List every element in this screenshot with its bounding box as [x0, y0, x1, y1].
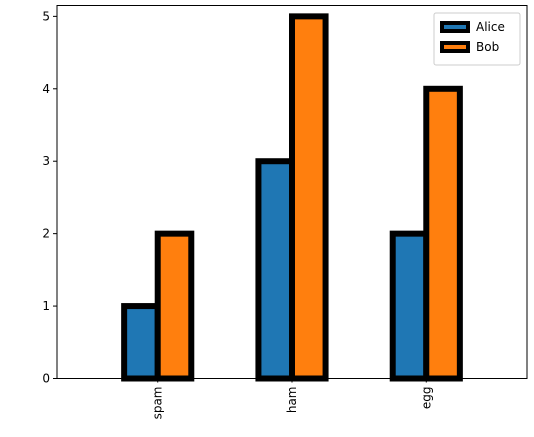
- bar-alice-spam: [121, 303, 161, 382]
- y-tick-label: 1: [42, 299, 50, 313]
- bars-layer: [121, 13, 463, 382]
- bar-alice-egg: [389, 230, 430, 382]
- legend-label-alice: Alice: [476, 20, 505, 34]
- y-tick-label: 2: [42, 227, 50, 241]
- x-tick-label-egg: egg: [419, 387, 433, 410]
- x-axis: spam ham egg: [151, 378, 433, 420]
- x-tick-label-ham: ham: [285, 387, 299, 414]
- bar-bob-ham: [289, 13, 329, 382]
- legend-swatch-alice: [440, 21, 470, 33]
- x-tick-label-spam: spam: [151, 387, 165, 420]
- y-tick-label: 4: [42, 82, 50, 96]
- y-tick-label: 3: [42, 154, 50, 168]
- y-tick-label: 0: [42, 372, 50, 386]
- legend-label-bob: Bob: [476, 40, 499, 54]
- bar-alice-ham: [255, 158, 295, 382]
- legend-swatch-bob: [440, 41, 470, 53]
- bar-bob-egg: [423, 85, 463, 382]
- y-tick-label: 5: [42, 9, 50, 23]
- y-axis: 0 1 2 3 4 5: [42, 9, 57, 386]
- bar-bob-spam: [154, 230, 195, 382]
- legend: Alice Bob: [433, 12, 521, 66]
